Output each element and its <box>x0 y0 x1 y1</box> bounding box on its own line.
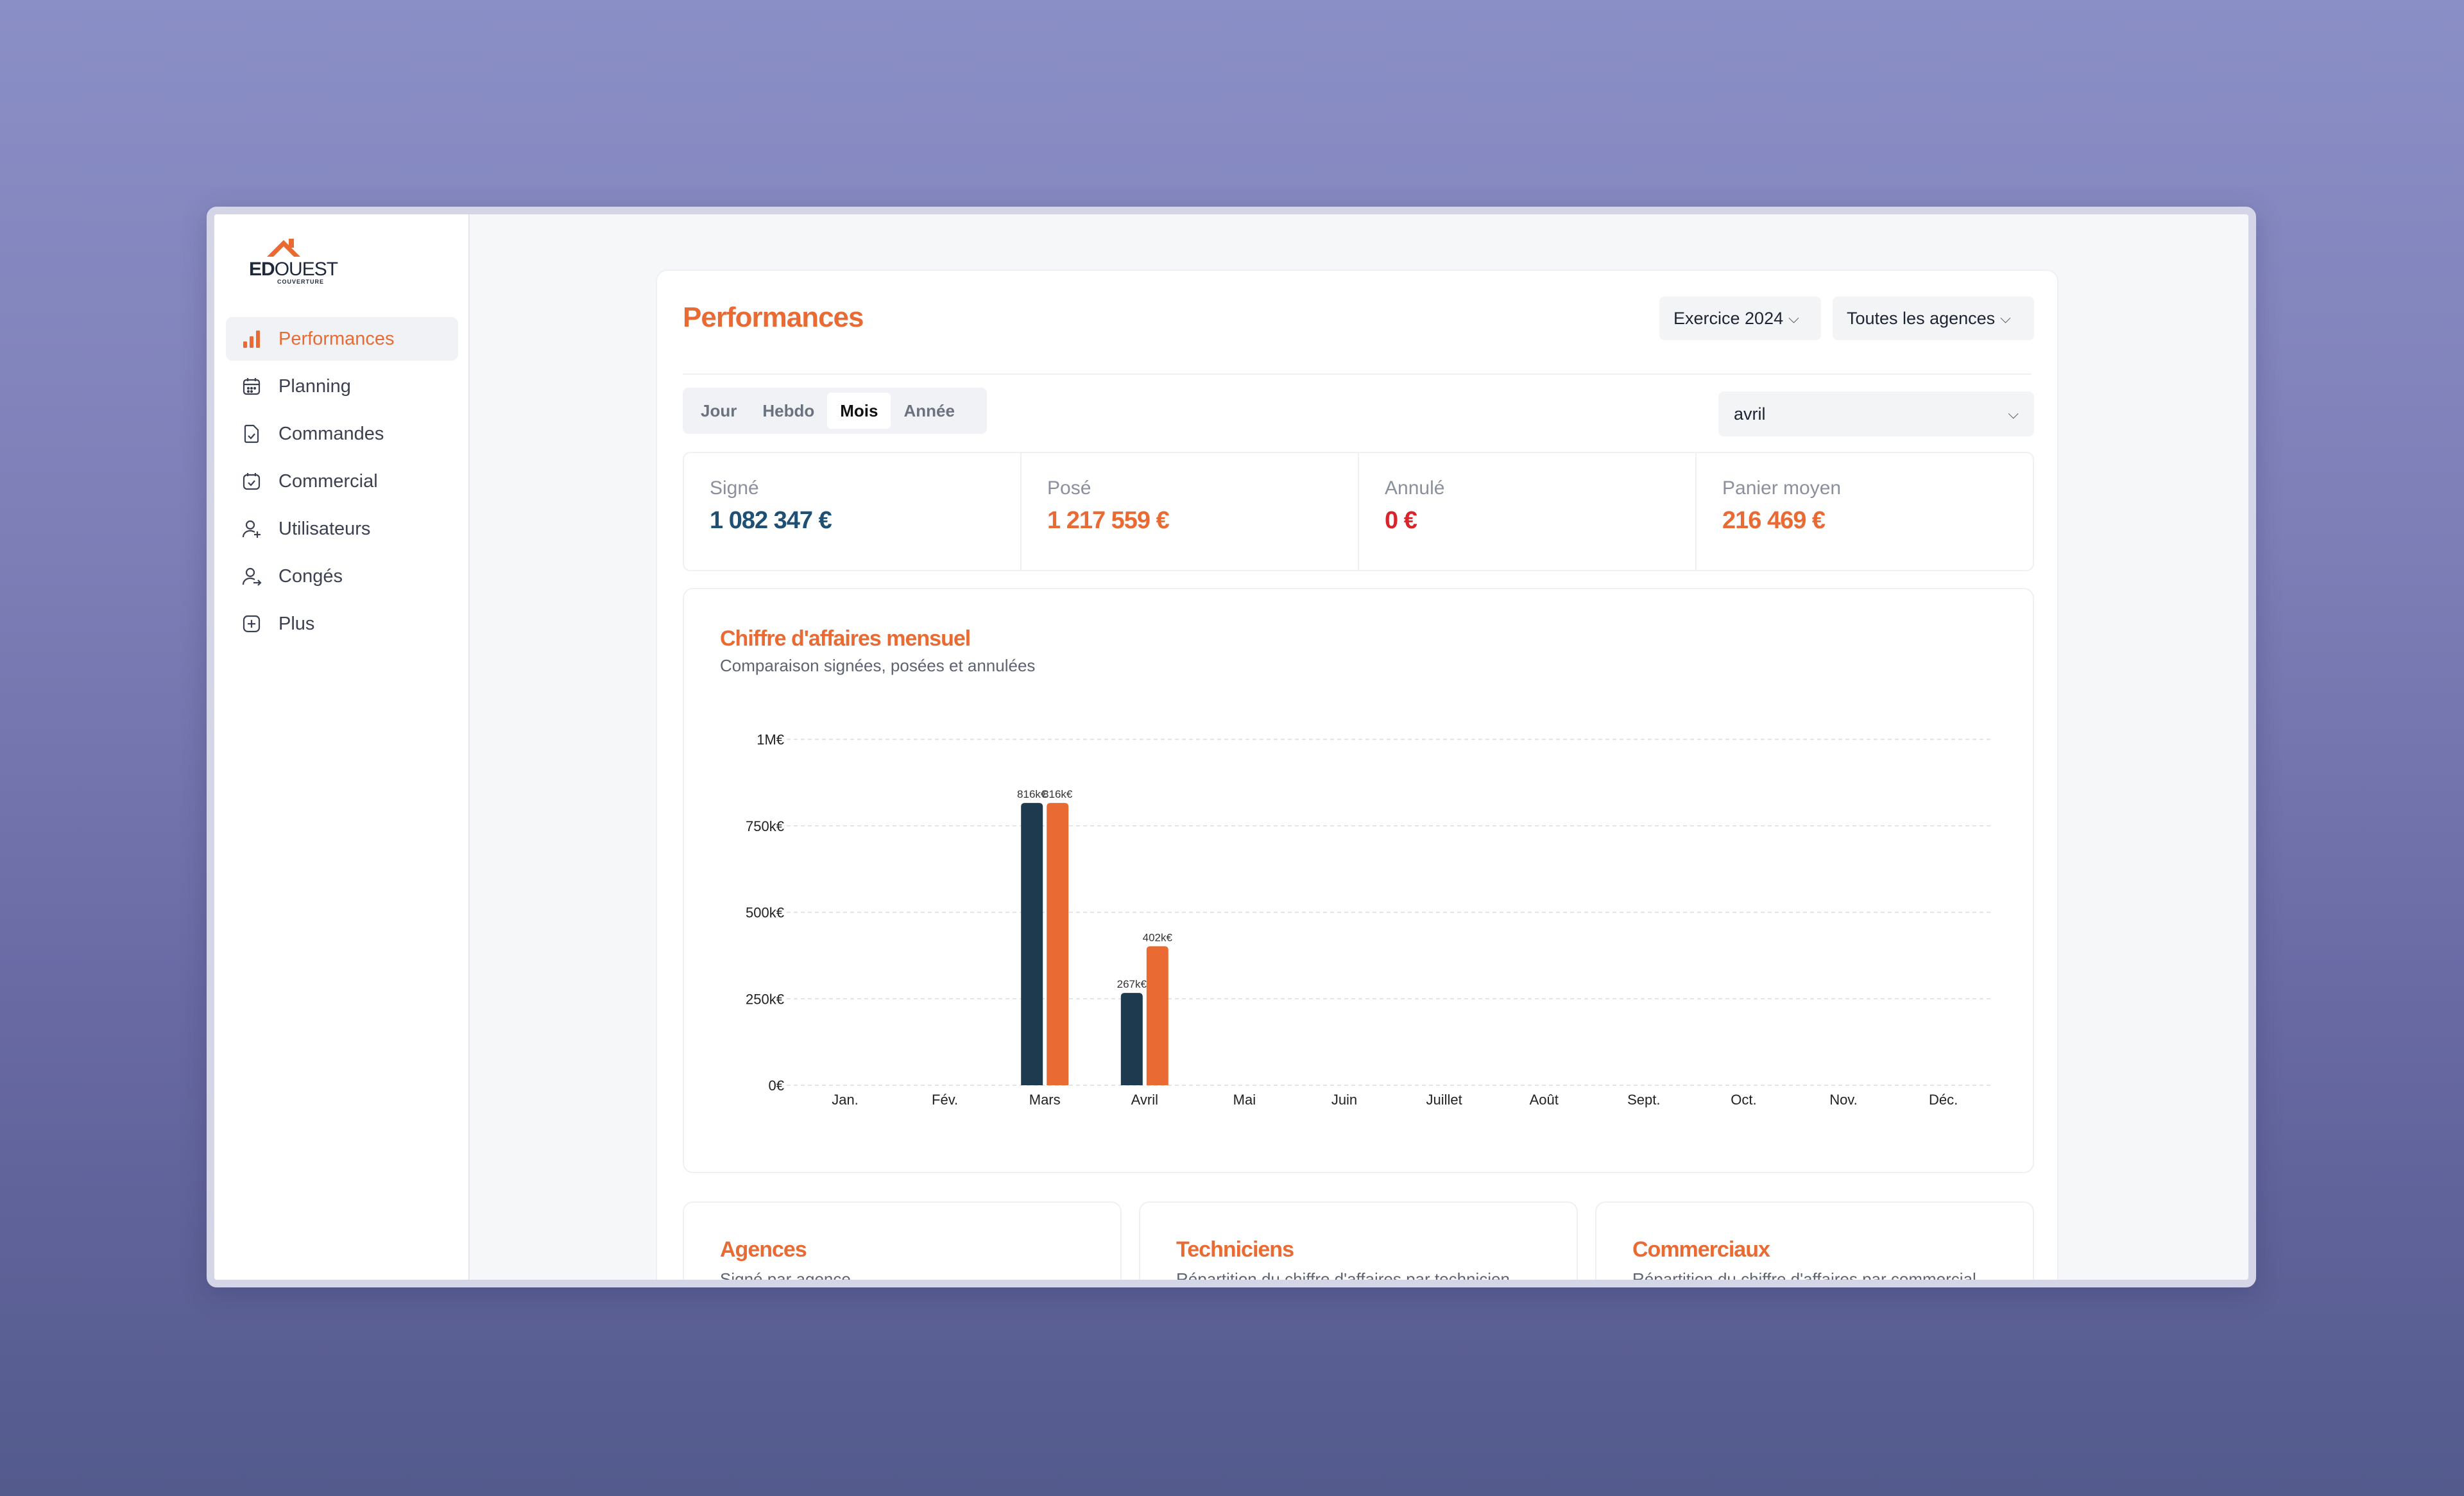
sidebar-item-performances[interactable]: Performances <box>226 317 458 361</box>
header-divider <box>683 374 2032 375</box>
kpi-label: Panier moyen <box>1722 477 1842 499</box>
data-label: 267k€ <box>1117 978 1147 990</box>
x-tick-label: Oct. <box>1731 1092 1756 1108</box>
card-subtitle: Répartition du chiffre d'affaires par te… <box>1176 1269 1510 1287</box>
month-select-label: avril <box>1734 404 1766 424</box>
logo[interactable]: EDOUEST COUVERTURE <box>248 237 338 289</box>
card-title: Agences <box>720 1237 807 1262</box>
x-tick-label: Juillet <box>1426 1092 1462 1108</box>
kpi-card: Panier moyen 216 469 € <box>1697 453 2033 570</box>
bar-chart-icon <box>240 327 263 350</box>
kpi-value: 216 469 € <box>1722 507 1826 534</box>
tab-jour[interactable]: Jour <box>701 401 737 420</box>
sidebar-item-label: Plus <box>278 613 315 634</box>
data-label: 816k€ <box>1017 788 1047 800</box>
kpi-label: Posé <box>1047 477 1091 499</box>
card-commerciaux: Commerciaux Répartition du chiffre d'affa… <box>1595 1201 2034 1287</box>
kpi-value: 0 € <box>1385 507 1417 534</box>
main-area: Performances Exercice 2024 ⌵ Toutes les … <box>470 214 2248 1280</box>
sidebar-item-congs[interactable]: Congés <box>226 555 458 598</box>
roof-logo-icon <box>267 239 300 257</box>
sidebar: EDOUEST COUVERTURE Performances Planning C… <box>214 214 470 1280</box>
x-tick-label: Déc. <box>1929 1092 1958 1108</box>
page-title: Performances <box>683 302 864 333</box>
sidebar-item-plus[interactable]: Plus <box>226 602 458 646</box>
sidebar-item-label: Congés <box>278 565 343 587</box>
y-tick-label: 500k€ <box>746 905 784 921</box>
sidebar-item-label: Utilisateurs <box>278 518 371 539</box>
kpi-value: 1 217 559 € <box>1047 507 1170 534</box>
month-select[interactable]: avril ⌵ <box>1718 391 2034 436</box>
sidebar-nav: Performances Planning Commandes Commercial U… <box>226 317 458 649</box>
data-label: 816k€ <box>1043 788 1073 800</box>
y-tick-label: 0€ <box>769 1078 784 1094</box>
data-label: 402k€ <box>1143 931 1173 943</box>
sidebar-item-commandes[interactable]: Commandes <box>226 412 458 456</box>
user-arrow-icon <box>240 565 263 588</box>
monthly-revenue-chart-card: Chiffre d'affaires mensuel Comparaison s… <box>683 588 2034 1173</box>
tab-mois[interactable]: Mois <box>827 393 891 429</box>
card-techniciens: Techniciens Répartition du chiffre d'affa… <box>1139 1201 1578 1287</box>
x-tick-label: Mars <box>1029 1092 1061 1108</box>
chevron-down-icon: ⌵ <box>1788 310 1799 326</box>
chart-subtitle: Comparaison signées, posées et annulées <box>720 656 1036 675</box>
logo-brand-bold: ED <box>249 259 275 280</box>
logo-subtitle: COUVERTURE <box>277 279 325 285</box>
monthly-revenue-chart: 1M€ 750k€ 500k€ 250k€ 0€ Jan. Fév. Mars 816k€816… <box>746 732 1993 1108</box>
sidebar-item-label: Performances <box>278 328 395 349</box>
sidebar-item-label: Planning <box>278 375 351 397</box>
exercise-select[interactable]: Exercice 2024 ⌵ <box>1659 297 1821 340</box>
x-tick-label: Nov. <box>1829 1092 1858 1108</box>
agency-select[interactable]: Toutes les agences ⌵ <box>1833 297 2034 340</box>
bar-pos <box>1047 803 1069 1085</box>
card-title: Commerciaux <box>1632 1237 1770 1262</box>
agency-select-label: Toutes les agences <box>1847 308 1996 328</box>
exercise-select-label: Exercice 2024 <box>1673 308 1784 328</box>
calendar-icon <box>240 375 263 398</box>
period-tabs: Jour Hebdo Mois Année <box>683 388 987 434</box>
app-window: EDOUEST COUVERTURE Performances Planning C… <box>207 207 2256 1287</box>
logo-text: EDOUEST <box>249 259 338 280</box>
tab-hebdo[interactable]: Hebdo <box>762 401 815 420</box>
x-tick-label: Sept. <box>1627 1092 1660 1108</box>
logo-brand-light: OUEST <box>274 259 338 280</box>
kpi-card: Annulé 0 € <box>1359 453 1697 570</box>
sidebar-item-planning[interactable]: Planning <box>226 365 458 408</box>
chevron-down-icon: ⌵ <box>2008 406 2019 422</box>
sidebar-item-commercial[interactable]: Commercial <box>226 460 458 503</box>
bar-pos <box>1146 946 1168 1085</box>
y-tick-label: 750k€ <box>746 818 784 834</box>
x-tick-label: Avril <box>1131 1092 1158 1108</box>
tab-anne[interactable]: Année <box>903 401 955 420</box>
chart-title: Chiffre d'affaires mensuel <box>720 626 971 651</box>
card-subtitle: Signé par agence <box>720 1269 851 1287</box>
x-tick-label: Août <box>1530 1092 1559 1108</box>
chevron-down-icon: ⌵ <box>2000 310 2011 326</box>
x-tick-label: Mai <box>1233 1092 1256 1108</box>
document-check-icon <box>240 422 263 445</box>
kpi-label: Signé <box>710 477 759 499</box>
sidebar-item-label: Commercial <box>278 470 378 492</box>
card-agences: Agences Signé par agence <box>683 1201 1122 1287</box>
x-tick-label: Juin <box>1331 1092 1357 1108</box>
kpi-card: Posé 1 217 559 € <box>1022 453 1359 570</box>
card-subtitle: Répartition du chiffre d'affaires par co… <box>1632 1269 1976 1287</box>
bar-sign <box>1021 803 1043 1085</box>
plus-square-icon <box>240 612 263 635</box>
kpi-label: Annulé <box>1385 477 1445 499</box>
user-plus-icon <box>240 517 263 540</box>
card-title: Techniciens <box>1176 1237 1294 1262</box>
x-tick-label: Fév. <box>932 1092 958 1108</box>
performances-panel: Performances Exercice 2024 ⌵ Toutes les … <box>656 270 2058 1287</box>
calendar-check-icon <box>240 470 263 493</box>
x-tick-label: Jan. <box>832 1092 859 1108</box>
sidebar-item-label: Commandes <box>278 423 384 444</box>
y-tick-label: 250k€ <box>746 991 784 1007</box>
y-tick-label: 1M€ <box>757 732 784 748</box>
bar-sign <box>1120 993 1143 1085</box>
kpi-card: Signé 1 082 347 € <box>684 453 1022 570</box>
kpi-value: 1 082 347 € <box>710 507 832 534</box>
kpi-row: Signé 1 082 347 € Posé 1 217 559 € Annulé 0 €… <box>683 452 2034 571</box>
sidebar-item-utilisateurs[interactable]: Utilisateurs <box>226 507 458 551</box>
